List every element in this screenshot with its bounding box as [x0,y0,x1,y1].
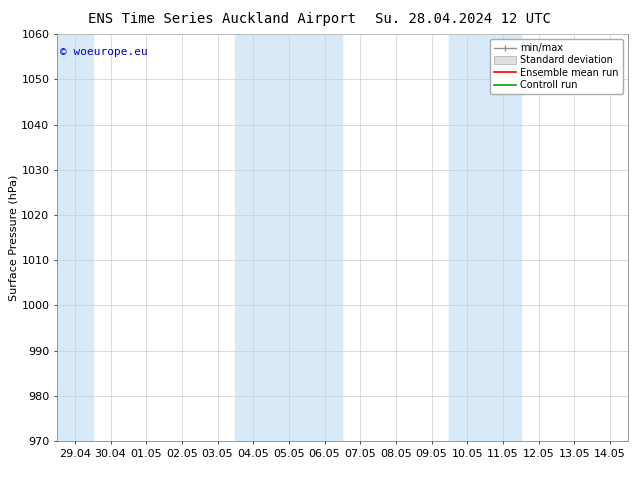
Y-axis label: Surface Pressure (hPa): Surface Pressure (hPa) [8,174,18,301]
Bar [235,34,342,441]
Legend: min/max, Standard deviation, Ensemble mean run, Controll run: min/max, Standard deviation, Ensemble me… [490,39,623,94]
Bar [57,34,93,441]
Text: © woeurope.eu: © woeurope.eu [60,47,148,56]
Text: ENS Time Series Auckland Airport: ENS Time Series Auckland Airport [88,12,356,26]
Text: Su. 28.04.2024 12 UTC: Su. 28.04.2024 12 UTC [375,12,551,26]
Bar [450,34,521,441]
